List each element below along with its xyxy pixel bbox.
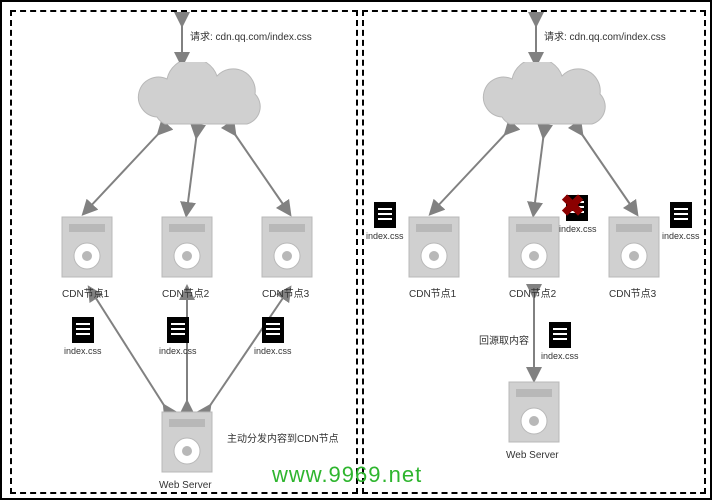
cdn-node-3 [257, 212, 317, 282]
file-label: index.css [254, 346, 292, 356]
cdn-node-3-label: CDN节点3 [262, 285, 309, 300]
web-server [504, 377, 564, 447]
file-label: index.css [366, 231, 404, 241]
file-label: index.css [559, 224, 597, 234]
cdn-node-1-label: CDN节点1 [62, 285, 109, 300]
file-icon [262, 317, 284, 343]
cross-icon: ✖ [560, 192, 585, 222]
request-label: 请求: cdn.qq.com/index.css [190, 28, 312, 43]
web-server-note: 主动分发内容到CDN节点 [227, 430, 339, 445]
file-icon [670, 202, 692, 228]
file-icon [374, 202, 396, 228]
cdn-node-1 [404, 212, 464, 282]
file-icon [72, 317, 94, 343]
right-panel: 请求: cdn.qq.com/index.css index.css CDN节点… [362, 10, 706, 494]
cdn-node-2-label: CDN节点2 [509, 285, 556, 300]
diagram-canvas: 请求: cdn.qq.com/index.css CDN节点1 CDN节点2 C… [0, 0, 712, 500]
file-label: index.css [541, 351, 579, 361]
cloud-icon [472, 62, 622, 137]
cloud-icon [127, 62, 277, 137]
watermark: www.9969.net [272, 462, 422, 488]
file-icon [167, 317, 189, 343]
request-label: 请求: cdn.qq.com/index.css [544, 28, 666, 43]
cdn-node-2 [504, 212, 564, 282]
cdn-node-1-label: CDN节点1 [409, 285, 456, 300]
cdn-node-1 [57, 212, 117, 282]
file-icon [549, 322, 571, 348]
file-label: index.css [662, 231, 700, 241]
file-label: index.css [159, 346, 197, 356]
cdn-node-3 [604, 212, 664, 282]
web-server-label: Web Server [506, 450, 559, 461]
cdn-node-3-label: CDN节点3 [609, 285, 656, 300]
cdn-node-2 [157, 212, 217, 282]
web-server-label: Web Server [159, 480, 212, 491]
file-label: index.css [64, 346, 102, 356]
origin-note: 回源取内容 [479, 332, 529, 347]
cdn-node-2-label: CDN节点2 [162, 285, 209, 300]
left-panel: 请求: cdn.qq.com/index.css CDN节点1 CDN节点2 C… [10, 10, 358, 494]
web-server [157, 407, 217, 477]
